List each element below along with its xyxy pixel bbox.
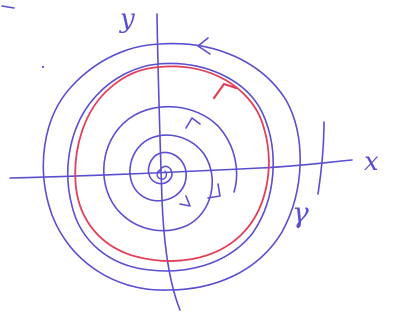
corner-mark bbox=[1, 5, 15, 9]
limit-cycle-arrow bbox=[212, 82, 238, 100]
y-axis bbox=[156, 13, 181, 311]
outer-orbit-arrow bbox=[197, 37, 211, 55]
y-axis-label: y bbox=[119, 4, 135, 34]
right-tick bbox=[317, 121, 325, 195]
limit-cycle-label: γ bbox=[292, 196, 309, 229]
origin-loop bbox=[156, 169, 168, 180]
spiral-arrow-lower-1 bbox=[179, 195, 191, 207]
x-axis-label: x bbox=[364, 147, 379, 177]
stray-dot bbox=[41, 65, 45, 69]
middle-orbit bbox=[67, 62, 274, 272]
outer-orbit bbox=[42, 42, 301, 291]
spiral-arrow-lower-2 bbox=[207, 183, 221, 199]
limit-cycle bbox=[74, 65, 270, 262]
inner-spiral bbox=[102, 105, 238, 232]
spiral-arrow-upper bbox=[185, 117, 201, 129]
